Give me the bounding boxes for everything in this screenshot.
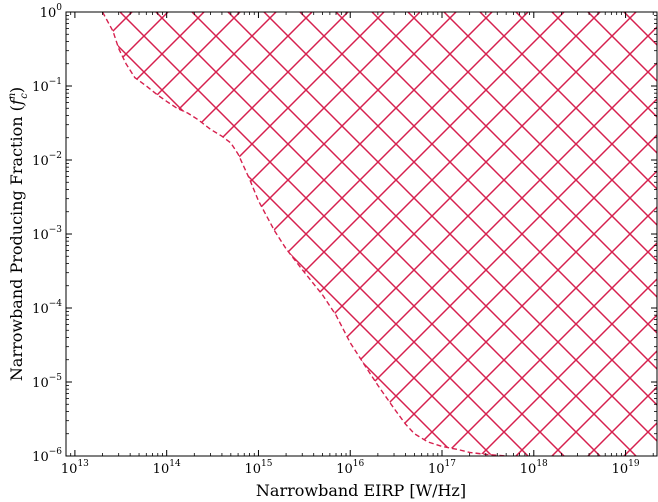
y-axis-tick-labels: 100 10−1 10−2 10−3 10−4 10−5 10−6 bbox=[32, 3, 62, 465]
y-tick-label: 10−3 bbox=[32, 225, 62, 243]
y-tick-label: 10−5 bbox=[32, 373, 62, 391]
y-axis-label: Narrowband Producing Fraction (fnc) bbox=[7, 87, 30, 381]
x-tick-label: 1015 bbox=[244, 459, 272, 477]
x-tick-label: 1017 bbox=[428, 459, 456, 477]
x-axis-label: Narrowband EIRP [W/Hz] bbox=[256, 481, 466, 500]
y-axis-label-text: Narrowband Producing Fraction ( bbox=[7, 105, 26, 381]
x-tick-label: 1018 bbox=[520, 459, 548, 477]
x-tick-label: 1019 bbox=[612, 459, 640, 477]
y-axis-label-close: ) bbox=[7, 87, 26, 93]
x-axis-tick-labels: 1013 1014 1015 1016 1017 1018 1019 bbox=[61, 459, 640, 477]
excluded-region-hatch bbox=[103, 7, 658, 461]
y-tick-label: 100 bbox=[40, 3, 63, 21]
y-tick-label: 10−6 bbox=[32, 447, 62, 465]
x-tick-label: 1014 bbox=[153, 459, 181, 477]
y-tick-label: 10−4 bbox=[32, 299, 62, 317]
x-tick-label: 1013 bbox=[61, 459, 89, 477]
y-tick-label: 10−1 bbox=[32, 77, 62, 95]
plot-area bbox=[103, 7, 658, 461]
y-tick-label: 10−2 bbox=[32, 151, 62, 169]
x-tick-label: 1016 bbox=[336, 459, 364, 477]
